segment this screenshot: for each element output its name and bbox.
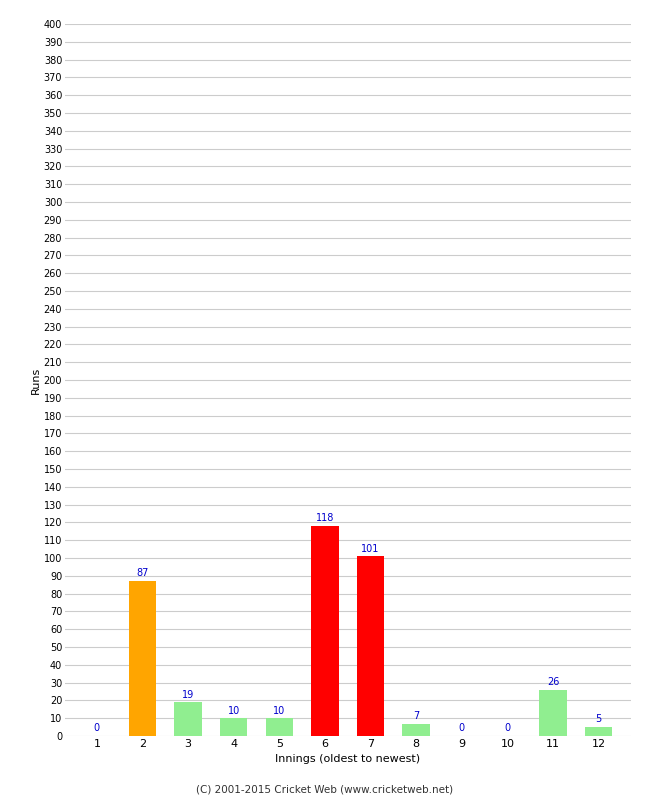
Bar [357,556,384,736]
Bar [220,718,248,736]
Text: 26: 26 [547,677,559,687]
Text: 7: 7 [413,711,419,721]
Text: 101: 101 [361,543,380,554]
X-axis label: Innings (oldest to newest): Innings (oldest to newest) [275,754,421,764]
Bar [129,581,156,736]
Text: 0: 0 [504,723,510,734]
Bar [540,690,567,736]
Text: 10: 10 [273,706,285,715]
Text: 0: 0 [94,723,100,734]
Bar [311,526,339,736]
Text: 87: 87 [136,569,149,578]
Text: 19: 19 [182,690,194,699]
Bar [585,727,612,736]
Text: 0: 0 [459,723,465,734]
Bar [174,702,202,736]
Y-axis label: Runs: Runs [31,366,41,394]
Bar [402,723,430,736]
Text: 118: 118 [316,514,334,523]
Text: 5: 5 [595,714,602,725]
Text: 10: 10 [227,706,240,715]
Text: (C) 2001-2015 Cricket Web (www.cricketweb.net): (C) 2001-2015 Cricket Web (www.cricketwe… [196,784,454,794]
Bar [266,718,293,736]
